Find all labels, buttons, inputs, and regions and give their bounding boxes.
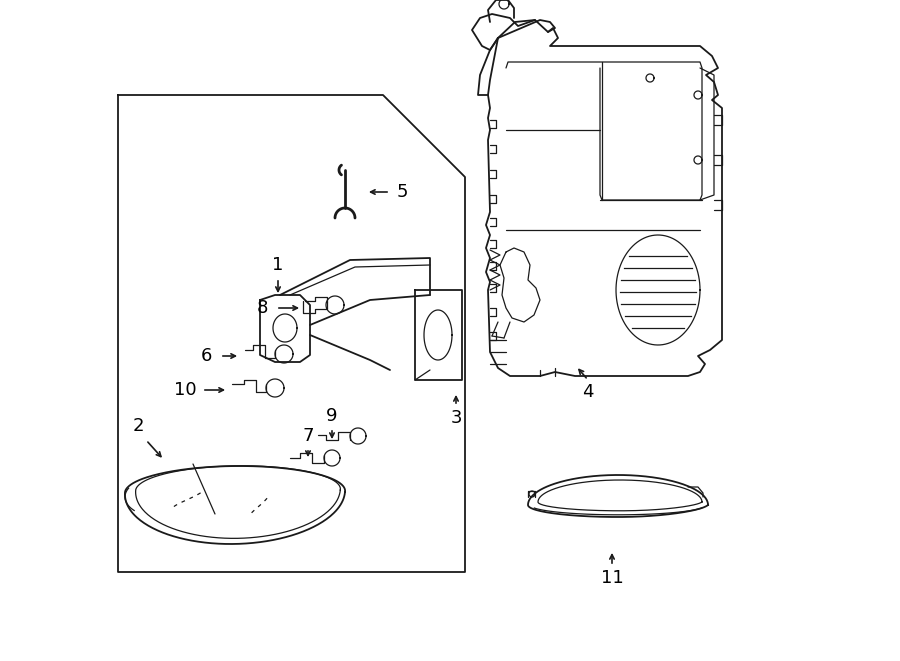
Text: 8: 8 xyxy=(256,299,267,317)
Text: 3: 3 xyxy=(450,409,462,427)
Text: 5: 5 xyxy=(396,183,408,201)
Text: 10: 10 xyxy=(174,381,196,399)
Text: 2: 2 xyxy=(132,417,144,435)
Text: 4: 4 xyxy=(582,383,594,401)
Text: 7: 7 xyxy=(302,427,314,445)
Text: 6: 6 xyxy=(201,347,212,365)
Text: 1: 1 xyxy=(273,256,284,274)
Text: 9: 9 xyxy=(326,407,338,425)
Text: 11: 11 xyxy=(600,569,624,587)
